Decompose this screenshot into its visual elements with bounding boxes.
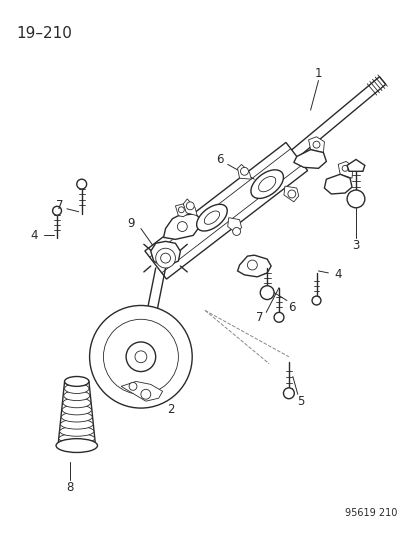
Ellipse shape [258,176,275,192]
Text: 6: 6 [216,153,223,166]
Circle shape [186,202,194,210]
Circle shape [126,342,155,372]
Circle shape [178,207,184,213]
Ellipse shape [64,384,89,393]
Polygon shape [346,159,364,171]
Circle shape [76,179,86,189]
Ellipse shape [64,376,89,386]
Ellipse shape [64,391,90,401]
Circle shape [135,351,147,362]
Circle shape [232,228,240,236]
Text: 4: 4 [334,269,341,281]
Ellipse shape [56,439,97,453]
Text: 8: 8 [66,481,74,495]
Circle shape [247,260,257,270]
Polygon shape [337,161,352,178]
Text: 7: 7 [56,199,64,212]
Polygon shape [308,137,324,152]
Polygon shape [324,174,351,194]
Text: 7: 7 [255,311,262,324]
Text: 9: 9 [127,217,135,230]
Text: 3: 3 [351,239,359,252]
Text: 6: 6 [287,301,295,314]
Text: 4: 4 [31,229,38,242]
Polygon shape [145,142,307,279]
Circle shape [260,286,273,300]
Polygon shape [237,164,251,179]
Polygon shape [290,77,385,158]
Ellipse shape [204,211,219,224]
Circle shape [52,206,62,215]
Polygon shape [283,186,298,202]
Polygon shape [163,214,199,239]
Circle shape [312,141,319,148]
Ellipse shape [62,405,91,415]
Circle shape [155,248,175,268]
Ellipse shape [58,441,95,450]
Polygon shape [150,241,180,265]
Circle shape [140,389,150,399]
Circle shape [287,190,295,198]
Circle shape [283,388,294,399]
Text: 5: 5 [296,394,304,408]
Ellipse shape [59,433,95,443]
Polygon shape [119,332,162,382]
Ellipse shape [61,412,92,422]
Circle shape [346,190,364,208]
Ellipse shape [59,426,94,436]
Circle shape [311,296,320,305]
Polygon shape [293,150,325,168]
Polygon shape [183,199,197,216]
Circle shape [341,165,347,171]
Circle shape [160,253,170,263]
Polygon shape [175,204,188,217]
Circle shape [240,167,248,175]
Circle shape [177,222,187,231]
Ellipse shape [63,398,90,408]
Text: 95619 210: 95619 210 [344,507,396,518]
Text: 19–210: 19–210 [17,26,72,41]
Circle shape [103,319,178,394]
Ellipse shape [60,419,93,429]
Circle shape [273,312,283,322]
Text: 2: 2 [166,402,174,416]
Polygon shape [121,382,162,401]
Circle shape [89,305,192,408]
Polygon shape [237,255,271,277]
Text: 1: 1 [314,67,321,80]
Ellipse shape [250,170,283,198]
Circle shape [129,382,137,390]
Polygon shape [227,217,241,233]
Ellipse shape [196,204,227,231]
